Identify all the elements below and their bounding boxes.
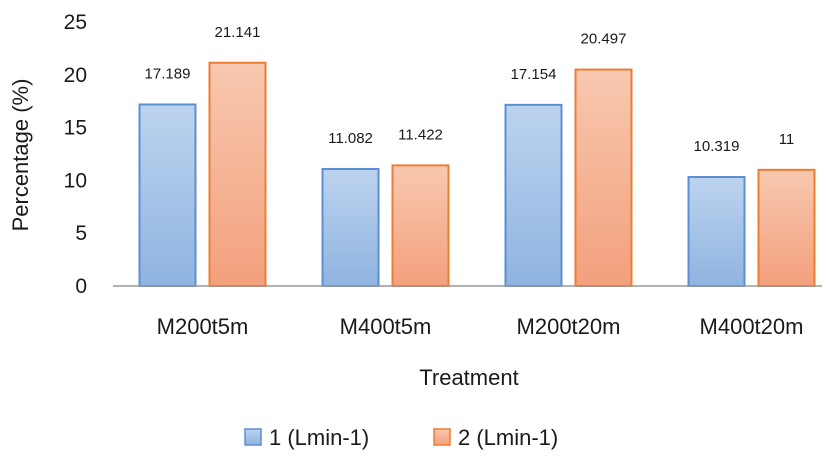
legend-label-2: 2 (Lmin-1) [458,425,558,450]
y-tick-label: 15 [64,117,87,140]
bar-1-M200t5m [138,103,197,287]
y-tick-label: 0 [75,275,87,298]
y-tick-label: 20 [64,64,87,87]
x-axis-categories: M200t5m M400t5m M200t20m M400t20m [157,314,804,339]
legend: 1 (Lmin-1) 2 (Lmin-1) [244,425,558,450]
y-tick-label: 25 [64,11,87,34]
data-label: 17.189 [145,65,191,82]
y-axis-title: Percentage (%) [8,79,33,232]
bar-2-M400t5m [391,164,450,287]
bar-2-M200t5m [208,61,267,288]
data-label: 17.154 [511,66,557,83]
data-label: 11 [779,131,795,148]
legend-label-1: 1 (Lmin-1) [269,425,369,450]
x-axis-title: Treatment [419,365,518,390]
data-label: 11.422 [398,126,443,143]
legend-swatch-1 [244,428,262,446]
x-category-label: M400t5m [340,314,432,339]
bar-series [138,61,816,288]
data-label: 21.141 [215,24,261,41]
x-category-label: M400t20m [700,314,804,339]
y-axis-ticks: 0 5 10 15 20 25 [64,11,87,298]
bar-2-M400t20m [757,168,816,287]
bar-1-M400t20m [687,176,746,287]
data-label: 11.082 [328,130,373,147]
bar-2-M200t20m [574,68,633,287]
bar-1-M400t5m [321,167,380,287]
y-tick-label: 5 [75,222,87,245]
data-label: 20.497 [581,31,627,48]
data-label: 10.319 [694,138,740,155]
y-tick-label: 10 [64,169,87,192]
data-labels: 17.189 21.141 11.082 11.422 17.154 20.497 10.3… [145,24,795,155]
legend-swatch-2 [433,428,451,446]
bar-1-M200t20m [504,103,563,287]
x-category-label: M200t5m [157,314,249,339]
x-category-label: M200t20m [517,314,621,339]
